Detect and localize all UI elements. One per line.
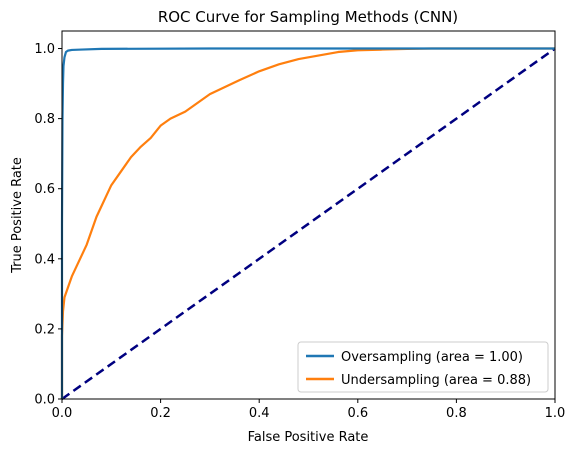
y-tick-label: 1.0 bbox=[34, 42, 55, 57]
y-tick-label: 0.0 bbox=[34, 393, 55, 408]
x-tick-label: 1.0 bbox=[545, 406, 566, 421]
plot-area bbox=[62, 31, 555, 399]
x-tick-label: 0.6 bbox=[347, 406, 368, 421]
chart-title: ROC Curve for Sampling Methods (CNN) bbox=[158, 8, 458, 26]
x-tick-label: 0.8 bbox=[446, 406, 467, 421]
legend-label-oversampling: Oversampling (area = 1.00) bbox=[341, 350, 523, 365]
y-tick-label: 0.4 bbox=[34, 252, 55, 267]
legend-label-undersampling: Undersampling (area = 0.88) bbox=[341, 373, 531, 388]
series-line-undersampling bbox=[60, 47, 555, 399]
x-tick-label: 0.0 bbox=[52, 406, 73, 421]
x-axis: 0.0 0.2 0.4 0.6 0.8 1.0 bbox=[52, 399, 566, 421]
legend-box bbox=[297, 341, 549, 393]
series-line-oversampling bbox=[60, 47, 555, 399]
legend: Oversampling (area = 1.00) Undersampling… bbox=[297, 341, 549, 393]
y-axis-label: True Positive Rate bbox=[10, 157, 25, 274]
x-tick-label: 0.4 bbox=[249, 406, 270, 421]
plot-background bbox=[62, 31, 555, 399]
y-tick-label: 0.2 bbox=[34, 322, 55, 337]
x-tick-label: 0.2 bbox=[150, 406, 171, 421]
reference-diagonal-line bbox=[61, 47, 556, 401]
y-tick-label: 0.6 bbox=[34, 182, 55, 197]
y-tick-label: 0.8 bbox=[34, 112, 55, 127]
y-axis: 0.0 0.2 0.4 0.6 0.8 1.0 bbox=[34, 42, 62, 408]
plot-frame bbox=[61, 30, 556, 400]
x-axis-label: False Positive Rate bbox=[248, 430, 369, 445]
series-layer bbox=[60, 47, 556, 401]
